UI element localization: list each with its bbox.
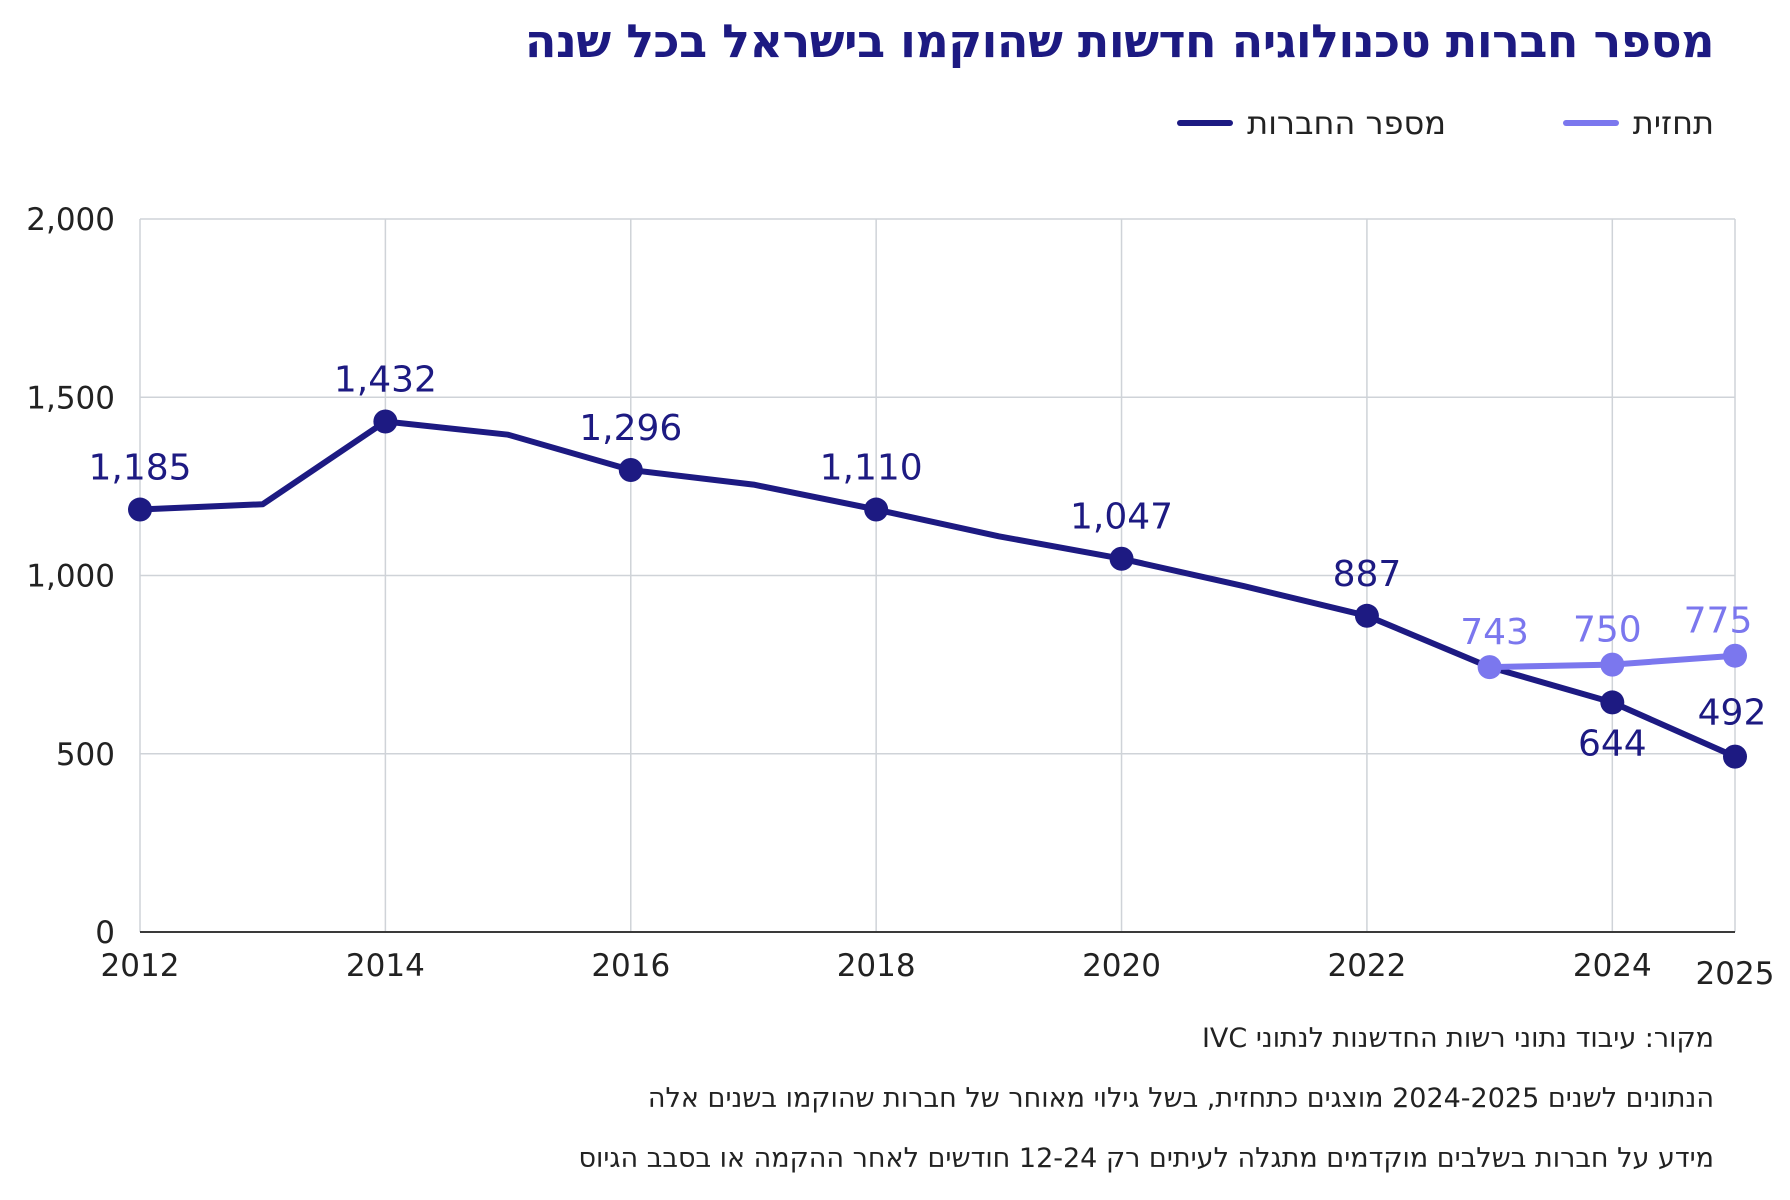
y-tick-label: 2,000: [26, 202, 115, 238]
data-point-companies: [864, 497, 889, 522]
legend-item-forecast: תחזית: [1562, 98, 1714, 148]
series-line-companies: [137, 418, 1738, 760]
data-point-companies: [1600, 690, 1625, 715]
data-point-companies: [1354, 603, 1379, 628]
data-label-forecast: 750: [1573, 610, 1642, 651]
data-point-companies: [1109, 546, 1134, 571]
data-label-companies: 887: [1333, 554, 1402, 595]
x-tick-label: 2022: [1327, 948, 1406, 984]
legend-item-companies: מספר החברות: [1177, 98, 1446, 148]
x-tick-label: 2025: [1696, 956, 1775, 992]
data-label-companies: 1,110: [820, 448, 923, 489]
data-point-forecast: [1723, 643, 1747, 668]
data-label-forecast: 743: [1460, 612, 1529, 653]
data-point-companies: [128, 497, 152, 522]
data-point-companies: [1723, 744, 1747, 769]
legend-label-companies: מספר החברות: [1247, 104, 1446, 142]
source-note: מקור: עיבוד נתוני רשות החדשנות לנתוני IV…: [1201, 1023, 1714, 1054]
x-tick-label: 2024: [1573, 948, 1652, 984]
line-chart: 0 500 1,000 1,500 2,000 2012 2014 2016 2018 2020 2…: [26, 202, 1775, 992]
forecast-note: הנתונים לשנים 2024-2025 מוצגים כתחזית, ב…: [647, 1083, 1714, 1114]
early-stage-note: מידע על חברות בשלבים מוקדמים מתגלה לעיתי…: [578, 1143, 1714, 1174]
x-tick-label: 2020: [1082, 948, 1161, 984]
x-tick-label: 2014: [346, 948, 425, 984]
data-point-forecast: [1600, 652, 1625, 677]
x-tick-label: 2016: [591, 948, 670, 984]
x-tick-label: 2018: [837, 948, 916, 984]
chart-title: מספר חברות טכנולוגיה חדשות שהוקמו בישראל…: [524, 14, 1715, 68]
data-label-companies: 1,185: [88, 448, 191, 489]
x-tick-label: 2012: [101, 948, 180, 984]
y-tick-label: 1,500: [26, 380, 115, 416]
data-point-companies: [373, 409, 398, 434]
data-label-companies: 644: [1578, 723, 1647, 764]
data-point-forecast: [1477, 655, 1502, 680]
data-label-companies: 1,047: [1070, 497, 1173, 538]
data-label-companies: 492: [1698, 693, 1767, 734]
y-tick-label: 0: [95, 915, 115, 951]
y-tick-label: 1,000: [26, 559, 115, 595]
legend-swatch-forecast: [1562, 120, 1619, 126]
legend-swatch-companies: [1177, 120, 1234, 126]
data-label-forecast: 775: [1684, 601, 1753, 642]
legend-label-forecast: תחזית: [1632, 104, 1714, 142]
data-point-companies: [618, 457, 643, 482]
y-tick-label: 500: [56, 737, 115, 773]
data-label-companies: 1,432: [334, 359, 437, 400]
data-label-companies: 1,296: [579, 408, 682, 449]
